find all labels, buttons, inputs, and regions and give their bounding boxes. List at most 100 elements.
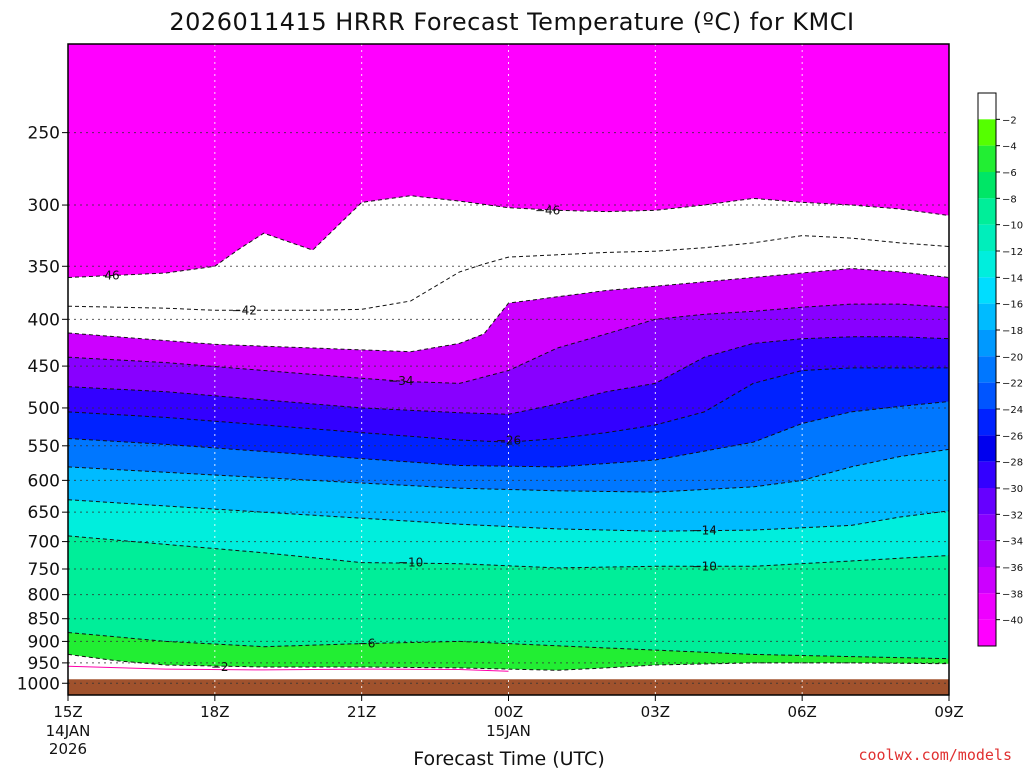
colorbar-legend: −2 −4 −6 −8 −10 −12 −14 −16 −18 −20 −22 −24 −26 −28 −3… [977,92,1023,647]
contour-10 [68,535,949,569]
colorbar-label-24: −24 [1002,405,1023,416]
colorbar-label-20: −20 [1002,352,1023,363]
colorbar-swatch-19 [978,593,996,620]
colorbar-label-4: −4 [1002,142,1017,153]
contour-lines [68,195,949,672]
colorbar-swatch-10 [978,356,996,383]
colorbar-swatch-12 [978,409,996,436]
contour-label-4: −26 [496,434,521,448]
colorbar-swatch-4 [978,198,996,225]
colorbar-label-36: −36 [1002,563,1023,574]
ytick-label-650: 650 [28,503,60,523]
contour-6 [68,632,949,660]
ytick-label-400: 400 [28,310,60,330]
contour-label-1: −42 [232,303,257,317]
plot-contours: 46 −42 −46 −34 −26 −14 −10 −10 −6 −2 [68,195,949,674]
ytick-label-950: 950 [28,654,60,674]
xtick-sublabel-15Z-0: 14JAN [46,722,91,740]
y-axis-pressure: 2503003504004505005506006507007508008509… [17,124,68,694]
contour-label-9: −2 [211,660,229,674]
colorbar-label-18: −18 [1002,326,1023,337]
colorbar-swatch-2 [978,145,996,172]
colorbar-label-32: −32 [1002,510,1023,521]
xtick-label-06Z: 06Z [787,703,816,721]
ytick-label-450: 450 [28,357,60,377]
colorbar-label-12: −12 [1002,247,1023,258]
contour-46 [68,195,949,278]
colorbar-swatch-6 [978,251,996,278]
colorbar-label-38: −38 [1002,589,1023,600]
colorbar-swatch-7 [978,277,996,304]
colorbar-swatch-0 [978,93,996,120]
plot-background [68,44,949,695]
contour-label-2: −46 [535,203,560,217]
colorbar-label-22: −22 [1002,379,1023,390]
colorbar-swatch-9 [978,330,996,357]
contour-label-8: −6 [358,637,376,651]
contour-18 [68,448,949,493]
colorbar-swatch-1 [978,119,996,146]
contour-38 [68,267,949,353]
colorbar-swatch-15 [978,488,996,515]
ytick-label-250: 250 [28,124,60,144]
x-axis-label: Forecast Time (UTC) [413,748,604,768]
contour-14 [68,499,949,532]
ytick-label-800: 800 [28,586,60,606]
contour-label-7: −10 [692,559,717,573]
colorbar-swatch-3 [978,172,996,199]
colorbar-label-16: −16 [1002,300,1023,311]
contour-30 [68,336,949,415]
ytick-label-350: 350 [28,257,60,277]
colorbar-border [977,92,997,647]
grid-group [68,44,949,695]
colorbar-swatch-13 [978,435,996,462]
ytick-label-900: 900 [28,632,60,652]
chart-title: 2026011415 HRRR Forecast Temperature (ºC… [169,8,854,36]
colorbar-swatch-16 [978,514,996,541]
colorbar-swatch-18 [978,567,996,594]
colorbar-swatch-11 [978,382,996,409]
colorbar-swatch-14 [978,461,996,488]
ytick-label-550: 550 [28,437,60,457]
colorbar-label-8: −8 [1002,194,1017,205]
plot-gridlines [68,44,949,695]
xtick-label-00Z: 00Z [494,703,523,721]
contour-label-0: 46 [104,268,119,282]
colorbar-label-26: −26 [1002,431,1023,442]
ytick-label-500: 500 [28,399,60,419]
credit-link[interactable]: coolwx.com/models [858,746,1012,764]
xtick-label-15Z: 15Z [53,703,82,721]
colorbar-label-28: −28 [1002,458,1023,469]
filled-bands [68,44,949,695]
contour-label-5: −14 [692,524,717,538]
colorbar-label-34: −34 [1002,537,1023,548]
colorbar-label-2: −2 [1002,115,1017,126]
ytick-label-1000: 1000 [17,674,60,694]
ytick-label-300: 300 [28,196,60,216]
ytick-label-600: 600 [28,471,60,491]
ytick-label-750: 750 [28,560,60,580]
xtick-sublabel-15Z-1: 2026 [49,740,87,758]
colorbar-label-30: −30 [1002,484,1023,495]
contour-26 [68,367,949,443]
contour-label-6: −10 [398,556,423,570]
contour-label-3: −34 [388,374,413,388]
ytick-label-850: 850 [28,610,60,630]
colorbar-label-10: −10 [1002,221,1023,232]
colorbar-label-40: −40 [1002,616,1023,627]
colorbar-swatch-20 [978,619,996,646]
contour-34 [68,303,949,384]
contour-0-warm [68,665,509,672]
xtick-label-03Z: 03Z [641,703,670,721]
colorbar-label-6: −6 [1002,168,1017,179]
colorbar-swatch-17 [978,540,996,567]
contour-2 [68,653,949,671]
xtick-label-18Z: 18Z [200,703,229,721]
ytick-label-700: 700 [28,533,60,553]
xtick-sublabel-00Z-0: 15JAN [486,722,531,740]
contour-42 [68,235,949,311]
xtick-label-21Z: 21Z [347,703,376,721]
colorbar-label-14: −14 [1002,273,1023,284]
